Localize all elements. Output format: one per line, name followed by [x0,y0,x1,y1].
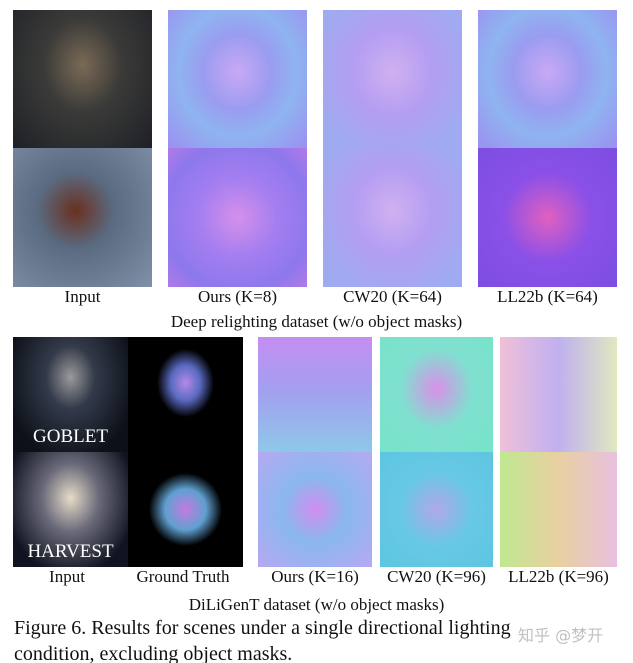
input-image-row2 [13,148,152,287]
goblet-ground-truth [128,337,243,452]
cw20-normal-row1 [323,10,462,148]
cw20-goblet-normal [380,337,493,452]
column-label: Ours (K=16) [271,567,359,586]
column-label: LL22b (K=96) [508,567,609,586]
watermark: 知乎 @梦开 [518,626,604,645]
column-label: CW20 (K=96) [387,567,486,586]
ll22b-harvest-normal [500,452,617,567]
ours-normal-row2 [168,148,307,287]
column-label: Input [49,567,85,586]
ll22b-normal-row2 [478,148,617,287]
column-label: Input [64,287,101,306]
row-tag: HARVEST [27,541,114,562]
cw20-harvest-normal [380,452,493,567]
input-image-row1 [13,10,152,148]
ours-normal-row1 [168,10,307,148]
ll22b-goblet-normal [500,337,617,452]
harvest-input-image [13,452,128,567]
column-label: CW20 (K=64) [343,287,442,306]
column-label: Ground Truth [136,567,230,586]
row-tag: GOBLET [33,426,108,447]
ours-harvest-normal [258,452,372,567]
panel-subtitle: Deep relighting dataset (w/o object mask… [170,312,463,331]
figure-caption-line2: condition, excluding object masks. [14,643,293,663]
column-label: LL22b (K=64) [497,287,598,306]
ours-goblet-normal [258,337,372,452]
harvest-ground-truth [128,452,243,567]
goblet-input-image [13,337,128,452]
column-label: Ours (K=8) [198,287,277,306]
ll22b-normal-row1 [478,10,617,148]
figure-caption-line1: Figure 6. Results for scenes under a sin… [14,617,511,639]
panel-subtitle: DiLiGenT dataset (w/o object masks) [188,595,445,614]
cw20-normal-row2 [323,148,462,287]
